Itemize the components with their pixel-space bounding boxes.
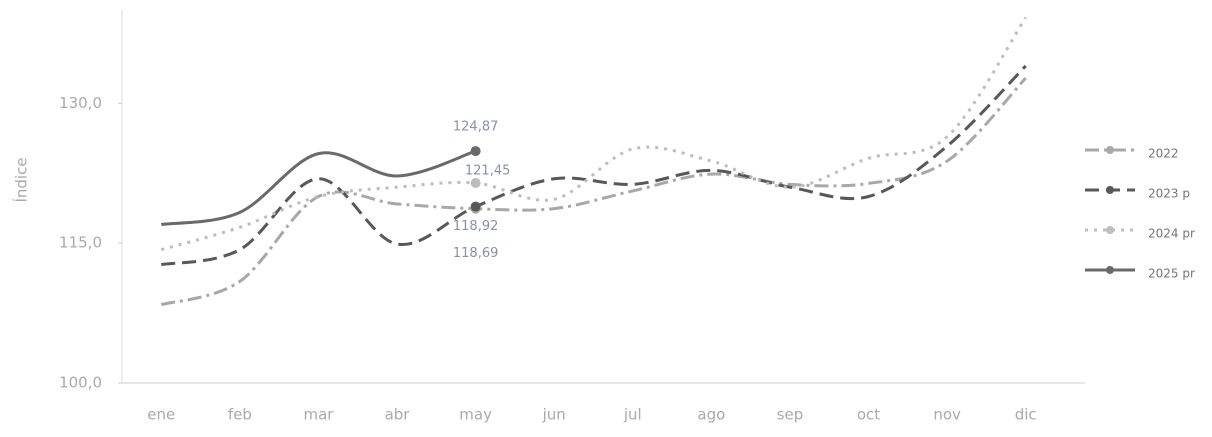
legend-label: 2023 p xyxy=(1148,187,1190,201)
x-tick-label: dic xyxy=(1015,406,1037,424)
legend-marker xyxy=(1106,186,1114,194)
point-marker xyxy=(470,177,481,188)
x-tick-label: abr xyxy=(385,406,411,424)
legend-marker xyxy=(1106,226,1114,234)
value-label: 121,45 xyxy=(465,163,511,178)
series-line xyxy=(161,149,477,226)
y-tick-label: 115,0 xyxy=(59,234,102,252)
x-tick-label: ene xyxy=(147,406,175,424)
value-label: 118,69 xyxy=(453,246,499,261)
x-tick-label: may xyxy=(459,406,492,424)
legend-label: 2024 pr xyxy=(1148,227,1195,241)
legend-marker xyxy=(1106,266,1114,274)
y-tick-label: 130,0 xyxy=(59,94,102,112)
x-tick-label: feb xyxy=(228,406,252,424)
x-tick-label: oct xyxy=(857,406,880,424)
point-marker xyxy=(470,146,481,157)
legend-marker xyxy=(1106,146,1114,154)
y-tick-label: 100,0 xyxy=(59,374,102,392)
x-tick-label: mar xyxy=(303,406,334,424)
x-tick-label: nov xyxy=(933,406,961,424)
x-tick-label: ago xyxy=(697,406,725,424)
point-marker xyxy=(470,201,481,212)
legend-label: 2022 xyxy=(1148,147,1179,161)
value-label: 118,92 xyxy=(453,219,499,234)
legend-label: 2025 pr xyxy=(1148,267,1195,281)
series-line xyxy=(160,16,1027,252)
series-line xyxy=(161,64,1027,267)
x-tick-label: sep xyxy=(777,406,804,424)
series-line xyxy=(160,77,1027,307)
y-axis-label: Índice xyxy=(12,157,31,202)
x-tick-label: jul xyxy=(623,406,642,424)
x-tick-label: jun xyxy=(542,406,566,424)
value-label: 124,87 xyxy=(453,120,499,135)
